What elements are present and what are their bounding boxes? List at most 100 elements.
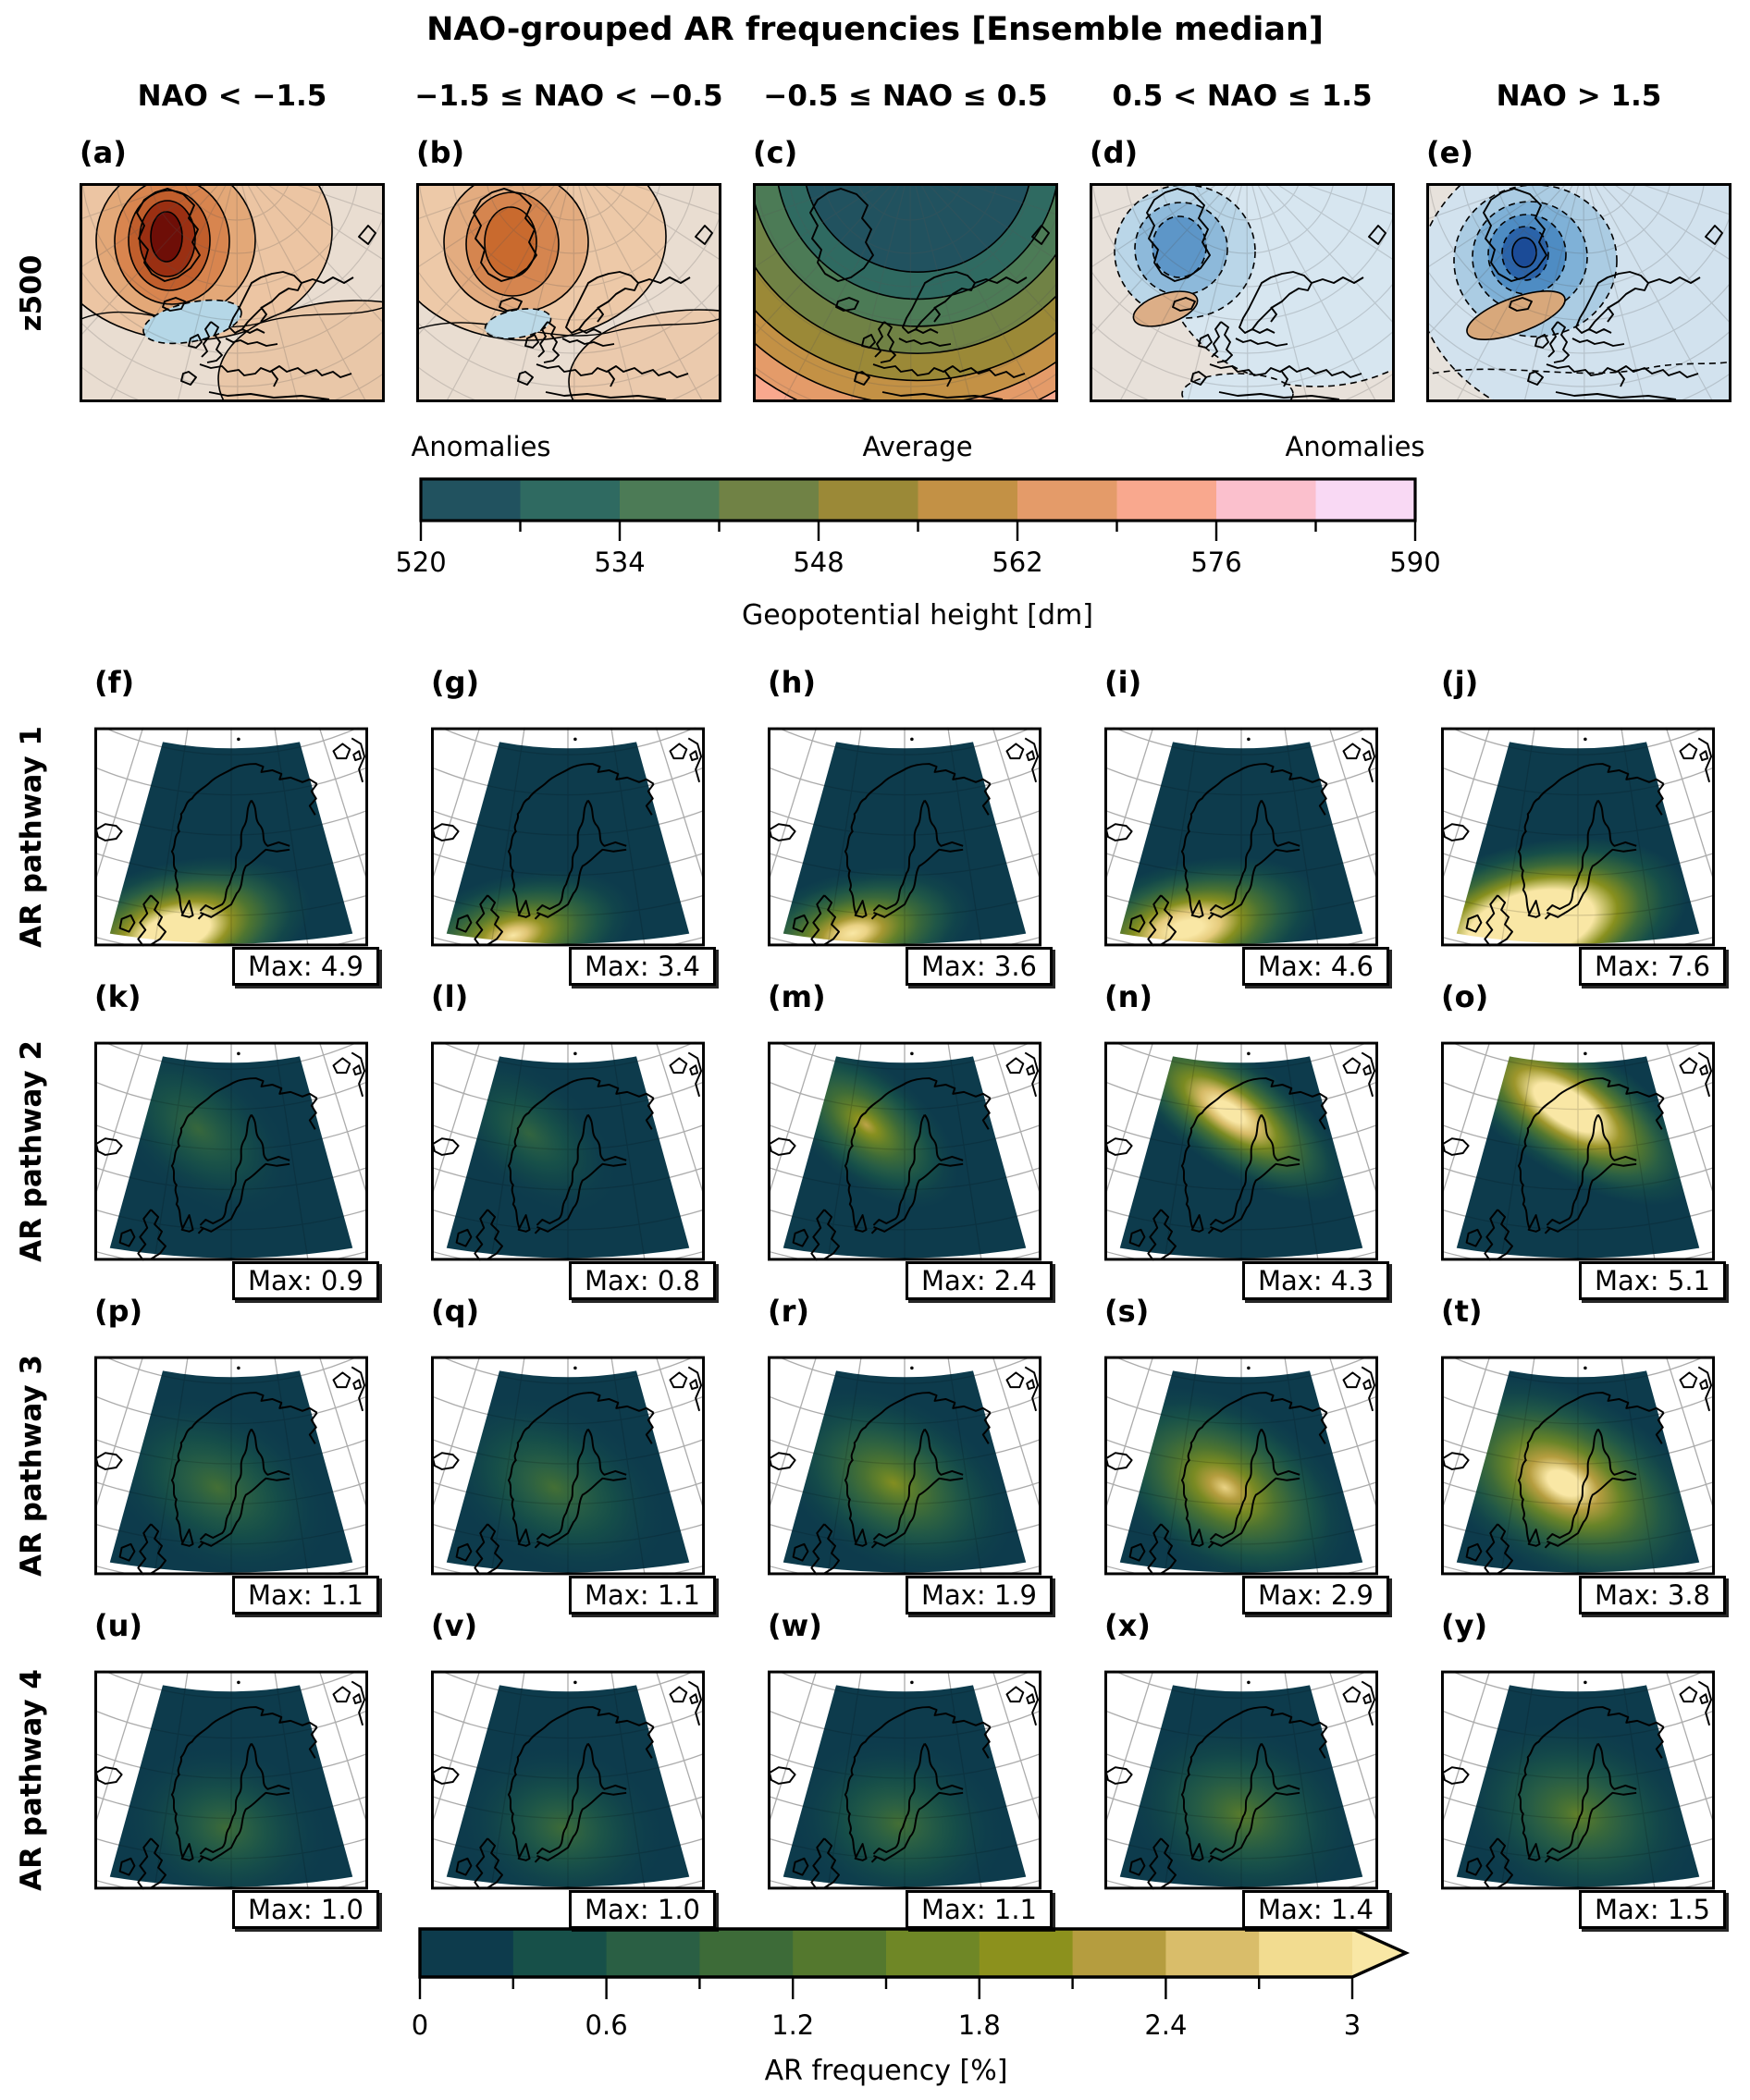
geo-colorbar-segment <box>719 479 820 521</box>
panel-letter-k: (k) <box>94 979 142 1014</box>
ar-colorbar-segment <box>979 1929 1074 1977</box>
geo-colorbar-segment <box>620 479 721 521</box>
panel-letter-t: (t) <box>1441 1294 1483 1329</box>
ar-colorbar-arrow <box>1352 1929 1406 1977</box>
panel-letter-s: (s) <box>1104 1294 1150 1329</box>
geo-average-center: Average <box>862 431 973 462</box>
ar-tick-label: 1.8 <box>958 2009 1001 2041</box>
ar-map-o: Max: 5.1 <box>1441 1038 1726 1300</box>
panel-letter-f: (f) <box>94 665 135 700</box>
geo-anomalies-right: Anomalies <box>1285 431 1425 462</box>
max-value-badge-o: Max: 5.1 <box>1578 1261 1726 1300</box>
ar-map-l: Max: 0.8 <box>431 1038 716 1300</box>
geo-colorbar-segment <box>918 479 1018 521</box>
panel-letter-u: (u) <box>94 1608 143 1643</box>
geo-colorbar-segment <box>1116 479 1217 521</box>
ar-colorbar-segment <box>1165 1929 1260 1977</box>
ar-map-t: Max: 3.8 <box>1441 1352 1726 1615</box>
panel-letter-o: (o) <box>1441 979 1489 1014</box>
row-label-ar-pathway-4: AR pathway 4 <box>15 1669 48 1891</box>
ar-colorbar-segment <box>606 1929 700 1977</box>
geo-colorbar-segment <box>421 479 522 521</box>
panel-letter-e: (e) <box>1426 135 1473 170</box>
max-value-badge-q: Max: 1.1 <box>568 1576 716 1615</box>
ar-colorbar-segment <box>420 1929 514 1977</box>
z500-map-a <box>80 183 385 402</box>
ar-map-n: Max: 4.3 <box>1104 1038 1389 1300</box>
panel-letter-w: (w) <box>768 1608 822 1643</box>
geo-anomalies-left: Anomalies <box>411 431 551 462</box>
panel-letter-n: (n) <box>1104 979 1153 1014</box>
z500-map-e <box>1426 183 1732 402</box>
column-header-2: −1.5 ≤ NAO < −0.5 <box>414 80 723 113</box>
ar-map-r: Max: 1.9 <box>768 1352 1053 1615</box>
ar-map-i: Max: 4.6 <box>1104 723 1389 986</box>
max-value-badge-f: Max: 4.9 <box>231 947 379 986</box>
ar-colorbar-segment <box>793 1929 887 1977</box>
panel-letter-b: (b) <box>416 135 465 170</box>
ar-tick-label: 0.6 <box>585 2009 628 2041</box>
panel-letter-h: (h) <box>768 665 817 700</box>
row-label-ar-pathway-2: AR pathway 2 <box>15 1040 48 1262</box>
panel-letter-y: (y) <box>1441 1608 1488 1643</box>
ar-map-m: Max: 2.4 <box>768 1038 1053 1300</box>
max-value-badge-k: Max: 0.9 <box>231 1261 379 1300</box>
geo-colorbar-segment <box>520 479 621 521</box>
max-value-badge-g: Max: 3.4 <box>568 947 716 986</box>
ar-colorbar-segment <box>886 1929 980 1977</box>
max-value-badge-s: Max: 2.9 <box>1241 1576 1389 1615</box>
geo-tick-label: 590 <box>1389 546 1440 578</box>
panel-letter-l: (l) <box>431 979 469 1014</box>
ar-map-k: Max: 0.9 <box>94 1038 379 1300</box>
panel-letter-g: (g) <box>431 665 480 700</box>
max-value-badge-h: Max: 3.6 <box>905 947 1053 986</box>
z500-map-d <box>1090 183 1395 402</box>
ar-map-p: Max: 1.1 <box>94 1352 379 1615</box>
ar-colorbar-segment <box>512 1929 608 1977</box>
panel-letter-j: (j) <box>1441 665 1479 700</box>
geo-tick-label: 548 <box>793 546 844 578</box>
ar-tick-label: 3 <box>1344 2009 1361 2041</box>
max-value-badge-t: Max: 3.8 <box>1578 1576 1726 1615</box>
max-value-badge-y: Max: 1.5 <box>1578 1890 1726 1929</box>
ar-colorbar-segment <box>1072 1929 1166 1977</box>
panel-letter-c: (c) <box>753 135 798 170</box>
ar-map-j: Max: 7.6 <box>1441 723 1726 986</box>
column-header-3: −0.5 ≤ NAO ≤ 0.5 <box>763 80 1048 113</box>
row-label-ar-pathway-1: AR pathway 1 <box>15 726 48 948</box>
max-value-badge-u: Max: 1.0 <box>231 1890 379 1929</box>
ar-colorbar-segment <box>1259 1929 1353 1977</box>
max-value-badge-w: Max: 1.1 <box>905 1890 1053 1929</box>
max-value-badge-r: Max: 1.9 <box>905 1576 1053 1615</box>
ar-map-q: Max: 1.1 <box>431 1352 716 1615</box>
geo-tick-label: 576 <box>1190 546 1241 578</box>
column-header-4: 0.5 < NAO ≤ 1.5 <box>1112 80 1373 113</box>
ar-map-y: Max: 1.5 <box>1441 1666 1726 1929</box>
row-label-z500: z500 <box>15 254 48 331</box>
figure-title: NAO-grouped AR frequencies [Ensemble med… <box>426 11 1324 48</box>
geo-tick-label: 520 <box>398 546 447 578</box>
ar-colorbar-title: AR frequency [%] <box>764 2055 1008 2087</box>
column-header-1: NAO < −1.5 <box>137 80 327 113</box>
geo-colorbar-segment <box>1315 479 1416 521</box>
geo-tick-label: 534 <box>594 546 645 578</box>
ar-tick-label: 2.4 <box>1144 2009 1187 2041</box>
geo-colorbar-title: Geopotential height [dm] <box>742 599 1093 632</box>
ar-tick-label: 1.2 <box>771 2009 814 2041</box>
max-value-badge-l: Max: 0.8 <box>568 1261 716 1300</box>
ar-colorbar-segment <box>699 1929 794 1977</box>
panel-letter-d: (d) <box>1090 135 1139 170</box>
geo-colorbar-segment <box>819 479 919 521</box>
ar-map-u: Max: 1.0 <box>94 1666 379 1929</box>
max-value-badge-m: Max: 2.4 <box>905 1261 1053 1300</box>
geo-colorbar-segment <box>1017 479 1118 521</box>
ar-map-h: Max: 3.6 <box>768 723 1053 986</box>
panel-letter-p: (p) <box>94 1294 143 1329</box>
panel-letter-i: (i) <box>1104 665 1142 700</box>
column-header-5: NAO > 1.5 <box>1496 80 1662 113</box>
ar-tick-label: 0 <box>412 2009 428 2041</box>
panel-letter-r: (r) <box>768 1294 810 1329</box>
max-value-badge-i: Max: 4.6 <box>1241 947 1389 986</box>
ar-map-g: Max: 3.4 <box>431 723 716 986</box>
